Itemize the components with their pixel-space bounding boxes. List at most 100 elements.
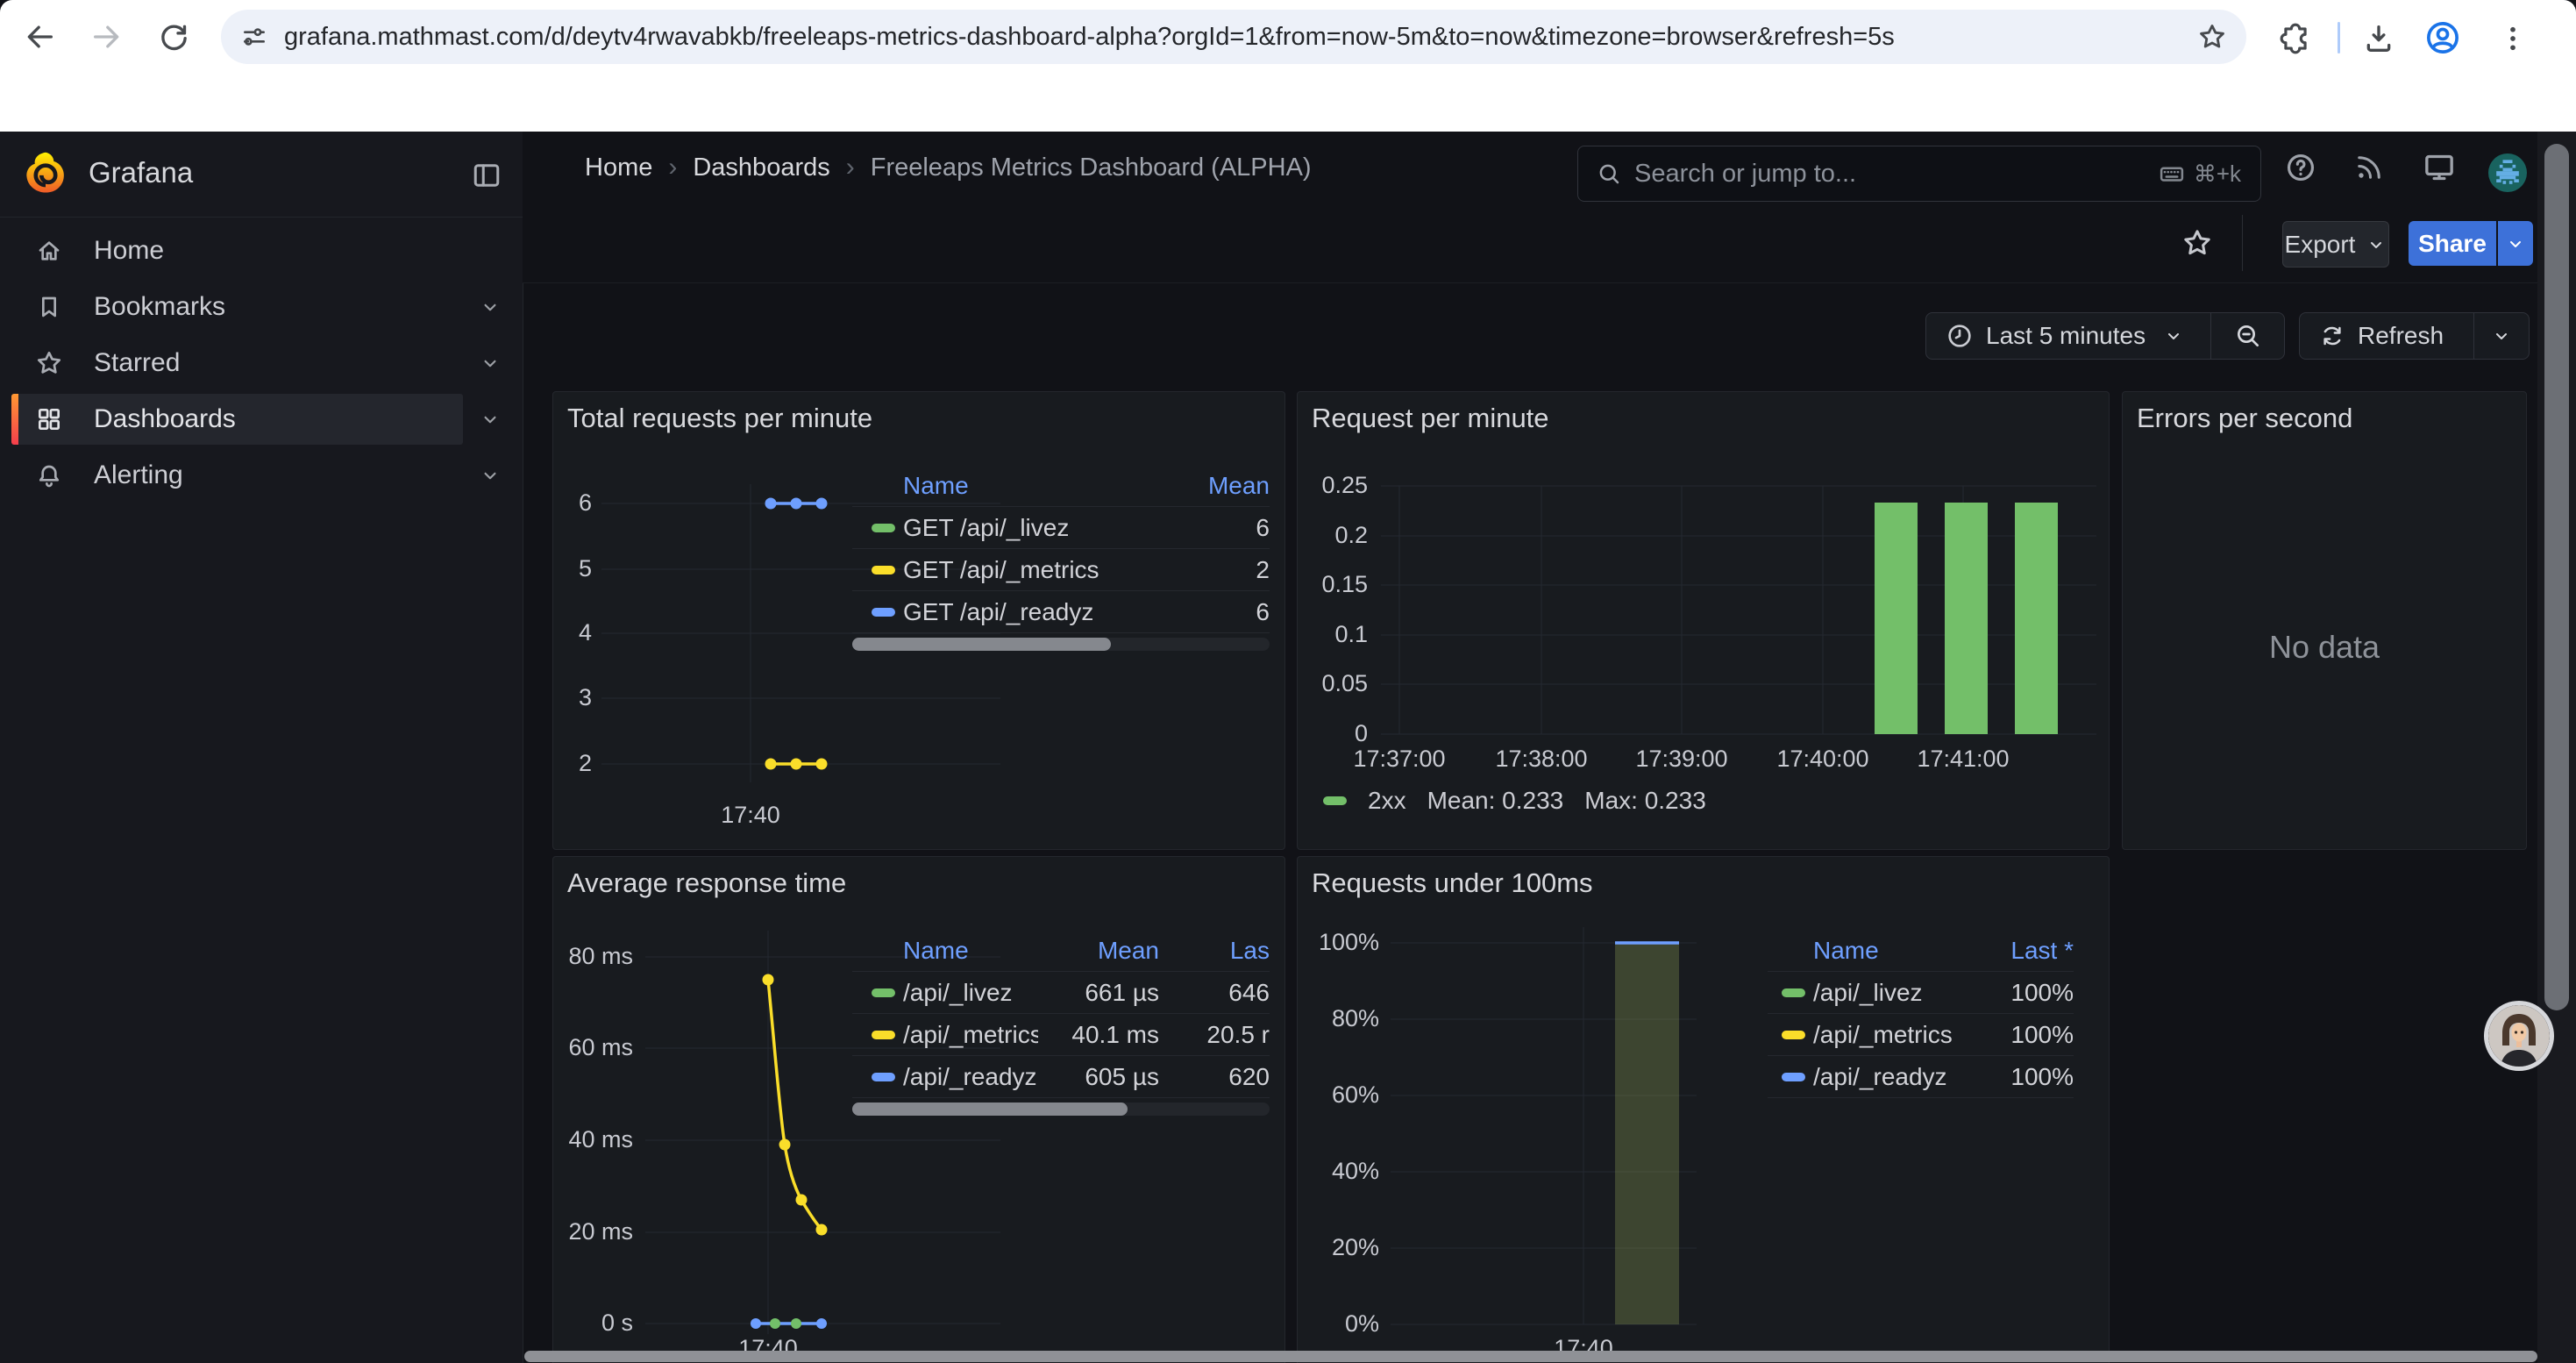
browser-forward-button[interactable] xyxy=(88,18,126,56)
downloads-icon[interactable] xyxy=(2359,18,2399,59)
panel-average-response-time: Average response time 80 ms 60 ms 40 ms … xyxy=(552,856,1285,1363)
chevron-down-icon xyxy=(2496,333,2507,339)
sidebar-item-label: Starred xyxy=(94,348,181,377)
chevron-down-icon xyxy=(2168,333,2180,339)
series-color-pill xyxy=(872,1072,895,1081)
sidebar-item-home[interactable]: Home xyxy=(0,223,523,279)
sidebar-item-alerting[interactable]: Alerting xyxy=(0,447,523,503)
url-text[interactable]: grafana.mathmast.com/d/deytv4rwavabkb/fr… xyxy=(284,22,1895,51)
time-range-picker[interactable]: Last 5 minutes xyxy=(1926,322,2210,350)
panel-title[interactable]: Requests under 100ms xyxy=(1312,867,1593,898)
refresh-button[interactable]: Refresh xyxy=(2300,322,2473,350)
forward-arrow-icon xyxy=(94,25,119,48)
browser-reload-button[interactable] xyxy=(154,18,193,56)
vertical-scrollbar-thumb[interactable] xyxy=(2544,144,2569,1010)
sidebar-collapse-icon[interactable] xyxy=(467,156,506,195)
extensions-puzzle-icon[interactable] xyxy=(2276,19,2315,58)
breadcrumb-home[interactable]: Home xyxy=(585,153,653,182)
legend-header-last[interactable]: Last * xyxy=(2010,936,2074,964)
panel-title[interactable]: Total requests per minute xyxy=(567,403,873,433)
chevron-down-icon[interactable] xyxy=(479,408,502,431)
export-button[interactable]: Export xyxy=(2282,221,2389,268)
y-tick: 0% xyxy=(1344,1310,1379,1337)
address-bar[interactable]: grafana.mathmast.com/d/deytv4rwavabkb/fr… xyxy=(221,10,2246,64)
series-color-pill xyxy=(1782,988,1805,997)
legend-row[interactable]: GET /api/_metrics 2 xyxy=(852,549,1270,591)
y-tick: 0.1 xyxy=(1334,621,1368,647)
legend-row[interactable]: GET /api/_livez 6 xyxy=(852,507,1270,549)
user-avatar[interactable] xyxy=(2488,153,2527,192)
legend-row[interactable]: /api/_livez 661 µs 646 xyxy=(852,972,1270,1014)
series-name[interactable]: /api/_metrics xyxy=(1813,1020,1953,1048)
series-name[interactable]: /api/_readyz xyxy=(903,1062,1037,1090)
clock-icon xyxy=(1948,325,1971,347)
y-tick: 60 ms xyxy=(568,1034,633,1060)
favorite-star-icon[interactable] xyxy=(2178,224,2217,262)
y-tick: 0.2 xyxy=(1334,522,1368,548)
y-tick: 0 xyxy=(1354,720,1368,746)
legend-row[interactable]: /api/_livez 100% xyxy=(1768,972,2074,1014)
series-name[interactable]: GET /api/_readyz xyxy=(903,597,1094,625)
legend-scrollbar[interactable] xyxy=(852,1103,1270,1116)
series-name[interactable]: GET /api/_livez xyxy=(903,513,1070,541)
legend-header-mean[interactable]: Mean xyxy=(1207,471,1270,499)
legend-row[interactable]: GET /api/_readyz 6 xyxy=(852,591,1270,633)
series-name[interactable]: /api/_metrics xyxy=(903,1020,1038,1048)
y-tick: 2 xyxy=(578,750,592,776)
chevron-down-icon[interactable] xyxy=(479,296,502,318)
panel-title[interactable]: Request per minute xyxy=(1312,403,1549,433)
browser-back-button[interactable] xyxy=(20,18,59,56)
refresh-interval-button[interactable] xyxy=(2474,313,2529,359)
browser-profile-icon[interactable] xyxy=(2422,17,2464,59)
sidebar-item-dashboards[interactable]: Dashboards xyxy=(0,391,523,447)
series-name[interactable]: /api/_livez xyxy=(903,978,1013,1006)
panel-title[interactable]: Errors per second xyxy=(2137,403,2353,433)
browser-menu-kebab-icon[interactable] xyxy=(2494,19,2532,58)
y-tick: 4 xyxy=(578,619,592,646)
legend-table: Name Mean Las /api/_livez 661 µs 646 /ap… xyxy=(852,930,1270,1098)
breadcrumb-dashboards[interactable]: Dashboards xyxy=(693,153,830,182)
y-tick: 0 s xyxy=(601,1309,633,1336)
x-tick: 17:39:00 xyxy=(1635,746,1728,772)
share-button[interactable]: Share xyxy=(2409,221,2496,266)
panel-title[interactable]: Average response time xyxy=(567,867,847,898)
site-settings-tune-icon[interactable] xyxy=(240,23,268,51)
bookmark-star-icon[interactable] xyxy=(2197,22,2227,52)
zoom-out-button[interactable] xyxy=(2211,313,2284,359)
horizontal-scrollbar-thumb[interactable] xyxy=(524,1351,2537,1362)
chevron-down-icon[interactable] xyxy=(479,464,502,487)
x-tick: 17:40:00 xyxy=(1776,746,1869,772)
sidebar-item-bookmarks[interactable]: Bookmarks xyxy=(0,279,523,335)
legend-scrollbar[interactable] xyxy=(852,638,1270,651)
legend-header-mean[interactable]: Mean xyxy=(1097,936,1159,964)
chevron-down-icon xyxy=(2371,241,2382,248)
legend-header-name[interactable]: Name xyxy=(903,471,969,499)
legend-row[interactable]: /api/_readyz 605 µs 620 xyxy=(852,1056,1270,1098)
series-name[interactable]: /api/_readyz xyxy=(1813,1062,1947,1090)
y-tick: 100% xyxy=(1318,929,1379,955)
chevron-down-icon[interactable] xyxy=(479,352,502,375)
floating-assistant-avatar[interactable] xyxy=(2488,1005,2550,1067)
y-tick: 20% xyxy=(1331,1234,1379,1260)
series-name[interactable]: /api/_livez xyxy=(1813,978,1923,1006)
grafana-logo[interactable] xyxy=(21,149,70,198)
series-name[interactable]: 2xx xyxy=(1368,787,1406,814)
news-rss-icon[interactable] xyxy=(2349,147,2389,188)
legend-header-name[interactable]: Name xyxy=(1813,936,1879,964)
series-name[interactable]: GET /api/_metrics xyxy=(903,555,1099,583)
brand-title[interactable]: Grafana xyxy=(89,156,194,189)
legend-header-last[interactable]: Las xyxy=(1229,936,1270,964)
bookmarks-bar: Freeleaps 收藏博客 xyxy=(0,74,2576,193)
legend-row[interactable]: /api/_metrics 100% xyxy=(1768,1014,2074,1056)
series-last: 100% xyxy=(2010,978,2074,1006)
help-icon[interactable] xyxy=(2281,147,2321,188)
search-input[interactable]: Search or jump to... ⌘+k xyxy=(1577,146,2261,202)
legend-row[interactable]: /api/_metrics 40.1 ms 20.5 r xyxy=(852,1014,1270,1056)
series-last: 20.5 r xyxy=(1206,1020,1270,1048)
share-menu-button[interactable] xyxy=(2498,221,2533,266)
series-color-pill xyxy=(872,607,895,617)
tv-kiosk-icon[interactable] xyxy=(2419,147,2459,188)
legend-row[interactable]: /api/_readyz 100% xyxy=(1768,1056,2074,1098)
legend-header-name[interactable]: Name xyxy=(903,936,969,964)
sidebar-item-starred[interactable]: Starred xyxy=(0,335,523,391)
